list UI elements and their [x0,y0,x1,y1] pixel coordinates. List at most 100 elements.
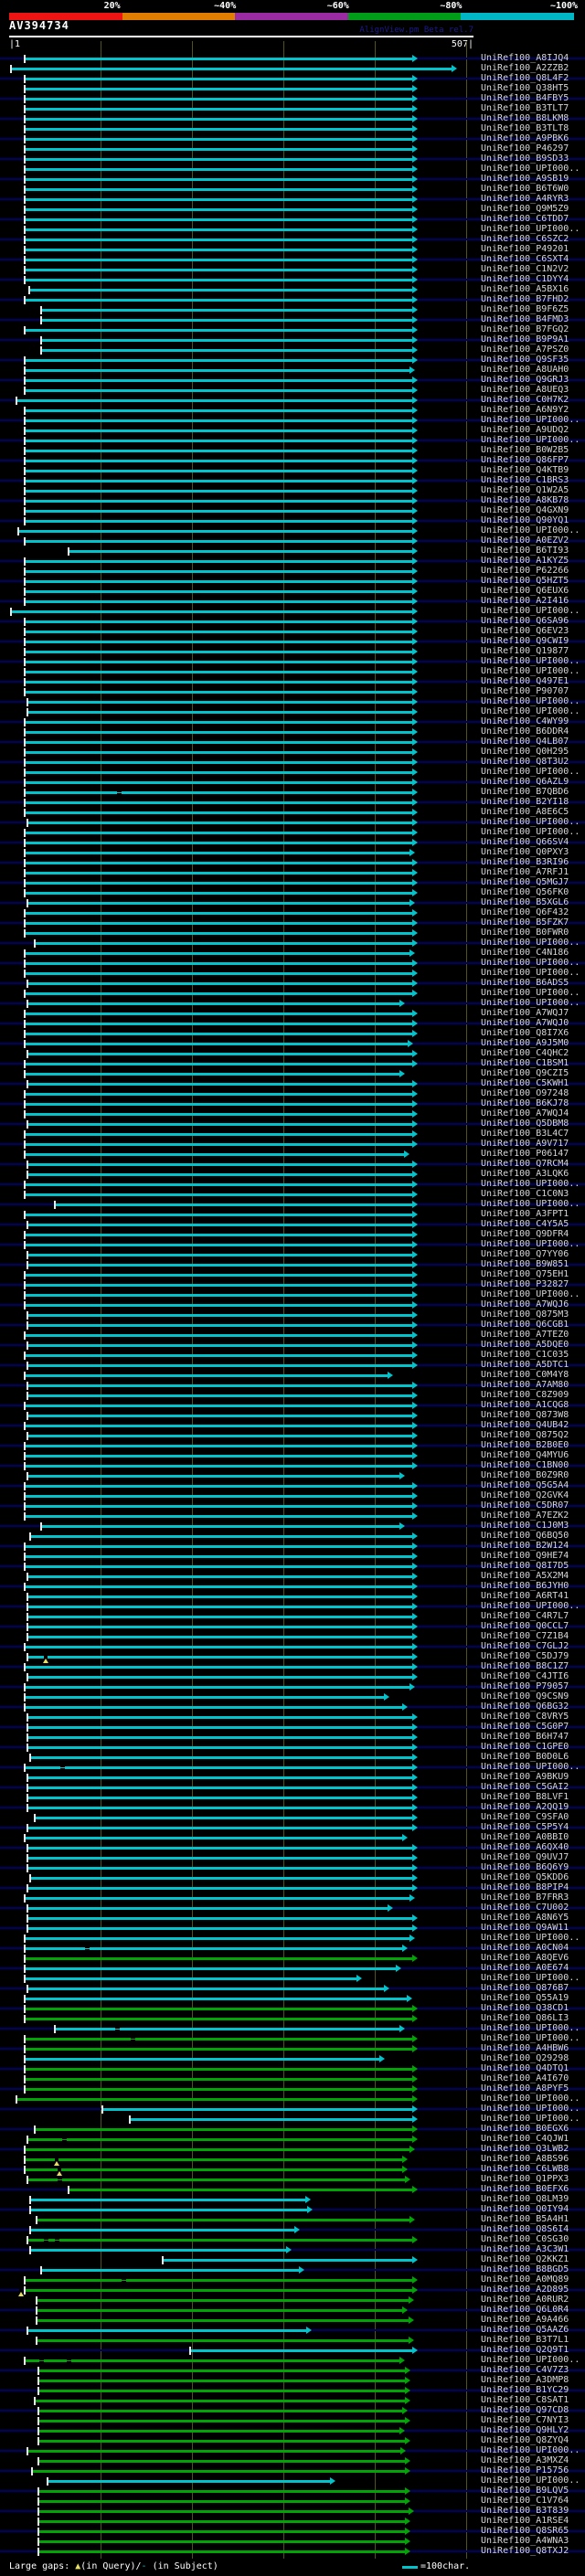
alignment-bar[interactable] [25,269,412,271]
hit-label[interactable]: UniRef100_Q497E1 [481,676,569,686]
alignment-bar[interactable] [25,329,412,332]
alignment-bar[interactable] [27,1123,412,1126]
hit-label[interactable]: UniRef100_A5BX16 [481,284,569,294]
hit-label[interactable]: UniRef100_C1C035 [481,1350,569,1360]
alignment-bar[interactable] [130,2118,412,2121]
hit-label[interactable]: UniRef100_B3RI96 [481,857,569,867]
hit-label[interactable]: UniRef100_UPI000.. [481,164,580,174]
alignment-bar[interactable] [25,389,412,392]
hit-label[interactable]: UniRef100_C5P5Y4 [481,1822,569,1832]
alignment-bar[interactable] [55,1203,412,1206]
hit-label[interactable]: UniRef100_UPI000.. [481,696,580,706]
alignment-bar[interactable] [25,912,412,915]
alignment-bar[interactable] [25,2158,402,2161]
alignment-bar[interactable] [25,1545,412,1548]
hit-label[interactable]: UniRef100_A9J5M0 [481,1038,569,1048]
alignment-bar[interactable] [25,761,412,764]
hit-label[interactable]: UniRef100_A5X2M4 [481,1571,569,1581]
alignment-bar[interactable] [27,1716,412,1719]
alignment-bar[interactable] [29,289,412,292]
alignment-bar[interactable] [27,1324,412,1327]
hit-label[interactable]: UniRef100_A7EZK2 [481,1511,569,1521]
alignment-bar[interactable] [27,1224,412,1226]
hit-label[interactable]: UniRef100_B5A4H1 [481,2214,569,2224]
alignment-bar[interactable] [25,2058,379,2061]
hit-label[interactable]: UniRef100_Q5KDD6 [481,1872,569,1882]
hit-label[interactable]: UniRef100_C1BRS3 [481,475,569,485]
hit-label[interactable]: UniRef100_Q1PPX3 [481,2174,569,2184]
hit-label[interactable]: UniRef100_UPI000.. [481,656,580,666]
alignment-bar[interactable] [25,1023,412,1025]
alignment-bar[interactable] [25,1294,412,1297]
hit-label[interactable]: UniRef100_B4FBY5 [481,93,569,103]
alignment-bar[interactable] [25,198,412,201]
alignment-bar[interactable] [25,2359,399,2362]
hit-label[interactable]: UniRef100_UPI000.. [481,1601,580,1611]
alignment-bar[interactable] [25,218,412,221]
hit-label[interactable]: UniRef100_B3TLT7 [481,103,569,113]
hit-label[interactable]: UniRef100_UPI000.. [481,2094,580,2104]
alignment-bar[interactable] [38,2490,405,2493]
alignment-bar[interactable] [38,2390,405,2392]
hit-label[interactable]: UniRef100_Q4MYU6 [481,1450,569,1460]
hit-label[interactable]: UniRef100_Q38HT5 [481,83,569,93]
hit-label[interactable]: UniRef100_B7FRR3 [481,1892,569,1903]
hit-label[interactable]: UniRef100_C4Y5A5 [481,1219,569,1229]
hit-label[interactable]: UniRef100_Q3LWB2 [481,2144,569,2154]
hit-label[interactable]: UniRef100_C8VRY5 [481,1712,569,1722]
hit-label[interactable]: UniRef100_Q6BQ50 [481,1531,569,1541]
hit-label[interactable]: UniRef100_Q6EV23 [481,626,569,636]
hit-label[interactable]: UniRef100_Q6BG32 [481,1701,569,1712]
hit-label[interactable]: UniRef100_Q38CD1 [481,2003,569,2013]
alignment-bar[interactable] [25,138,412,141]
alignment-bar[interactable] [25,1706,402,1709]
alignment-bar[interactable] [27,711,412,714]
alignment-bar[interactable] [25,510,412,513]
hit-label[interactable]: UniRef100_C8SAT1 [481,2395,569,2405]
hit-label[interactable]: UniRef100_B7FGQ2 [481,324,569,334]
alignment-bar[interactable] [27,1606,412,1608]
hit-label[interactable]: UniRef100_Q8L4F2 [481,73,569,83]
hit-label[interactable]: UniRef100_Q6F432 [481,907,569,917]
alignment-bar[interactable] [27,1002,399,1005]
alignment-bar[interactable] [25,1495,412,1498]
hit-label[interactable]: UniRef100_C6LWB8 [481,2164,569,2174]
alignment-bar[interactable] [25,249,412,251]
hit-label[interactable]: UniRef100_A6N9Y2 [481,405,569,415]
hit-label[interactable]: UniRef100_Q90YQ1 [481,515,569,525]
alignment-bar[interactable] [25,1455,412,1458]
hit-label[interactable]: UniRef100_A6QX40 [481,1842,569,1852]
alignment-bar[interactable] [38,2500,405,2503]
alignment-bar[interactable] [27,1807,412,1809]
alignment-bar[interactable] [25,1334,412,1337]
hit-label[interactable]: UniRef100_Q5G5A4 [481,1480,569,1490]
hit-label[interactable]: UniRef100_Q875M3 [481,1309,569,1320]
alignment-bar[interactable] [25,1405,412,1407]
hit-label[interactable]: UniRef100_B2YI18 [481,797,569,807]
hit-label[interactable]: UniRef100_A0MQ89 [481,2274,569,2284]
alignment-bar[interactable] [25,2008,412,2010]
hit-label[interactable]: UniRef100_UPI000.. [481,525,580,535]
alignment-bar[interactable] [25,952,410,955]
hit-label[interactable]: UniRef100_UPI000.. [481,1179,580,1189]
hit-label[interactable]: UniRef100_P46297 [481,143,569,154]
hit-label[interactable]: UniRef100_C7U002 [481,1903,569,1913]
alignment-bar[interactable] [27,1364,412,1367]
hit-label[interactable]: UniRef100_C1BN00 [481,1460,569,1470]
hit-label[interactable]: UniRef100_A0RUR2 [481,2295,569,2305]
hit-label[interactable]: UniRef100_C0SG30 [481,2234,569,2244]
hit-label[interactable]: UniRef100_A0E674 [481,1963,569,1973]
hit-label[interactable]: UniRef100_B8LKM8 [481,113,569,123]
hit-label[interactable]: UniRef100_Q97CD8 [481,2405,569,2415]
hit-label[interactable]: UniRef100_P62266 [481,566,569,576]
hit-label[interactable]: UniRef100_A4RYR3 [481,194,569,204]
alignment-bar[interactable] [25,540,412,543]
alignment-bar[interactable] [30,2209,307,2211]
alignment-bar[interactable] [27,1173,412,1176]
alignment-bar[interactable] [25,1214,412,1216]
alignment-bar[interactable] [25,1193,412,1196]
hit-label[interactable]: UniRef100_B9F6Z5 [481,304,569,314]
hit-label[interactable]: UniRef100_Q875Q2 [481,1430,569,1440]
hit-label[interactable]: UniRef100_P90707 [481,686,569,696]
hit-label[interactable]: UniRef100_A3FPT1 [481,1209,569,1219]
